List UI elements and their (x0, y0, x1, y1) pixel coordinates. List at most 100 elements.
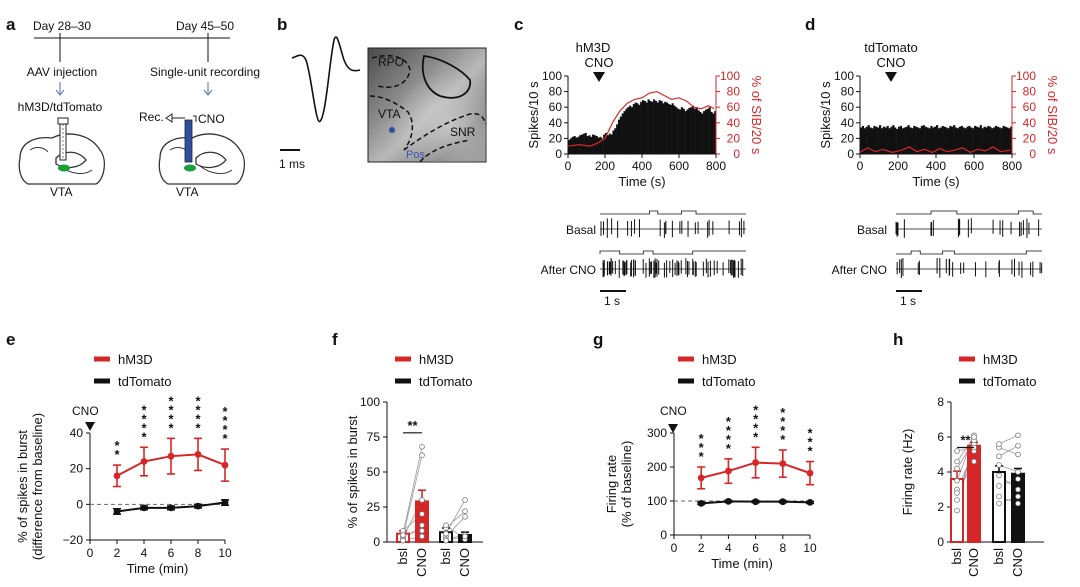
significance-star: * (141, 411, 147, 426)
hist-bar (953, 125, 956, 154)
x-tick-label: 6 (752, 541, 759, 555)
y-tick-label: 80 (841, 85, 855, 99)
significance-star: * (726, 414, 732, 429)
y2-tick-label: 20 (1023, 131, 1037, 145)
x-tick-label: 400 (632, 159, 652, 173)
y-tick-label: 20 (70, 462, 84, 476)
x-tick-label: 800 (706, 159, 726, 173)
y-tick-label: −20 (63, 533, 84, 547)
scatter-point (443, 522, 449, 528)
y2-tick-label: 60 (727, 100, 741, 114)
region-snr: SNR (450, 125, 476, 139)
y-axis-label-2: (% of baseline) (619, 441, 634, 528)
scatter-point (1015, 476, 1021, 482)
x-tick-label: 6 (168, 546, 175, 560)
hist-bar (880, 128, 884, 154)
y-tick-label: 20 (841, 131, 855, 145)
data-point (779, 498, 787, 506)
hist-bar (955, 127, 958, 154)
hist-bar (608, 133, 611, 154)
arrow-down-icon (203, 82, 213, 96)
scatter-point (419, 522, 425, 528)
scatter-point (954, 507, 960, 514)
y-tick-label: 0 (937, 535, 944, 549)
x-axis-label: Time (s) (618, 174, 665, 189)
x-tick-label: 600 (964, 159, 984, 173)
x-tick-label: 4 (141, 546, 148, 560)
significance-star: * (141, 402, 147, 417)
y-tick-label: 20 (549, 131, 563, 145)
scatter-point (1015, 500, 1021, 507)
data-point (221, 499, 229, 506)
x-tick-label: 2 (114, 546, 121, 560)
scatter-point (400, 532, 406, 538)
y-tick-label: 0 (76, 497, 83, 511)
x-tick-label: 8 (779, 541, 786, 555)
scatter-point (462, 513, 468, 520)
data-point (113, 472, 121, 480)
hist-bar (930, 125, 933, 154)
hist-bar (958, 126, 961, 154)
hist-bar (962, 127, 965, 154)
significance-star: * (168, 393, 174, 408)
hist-bar (688, 107, 691, 154)
hist-bar (629, 105, 632, 154)
hist-bar (882, 126, 885, 154)
y-tick-label: 100 (834, 69, 854, 83)
hist-bar (926, 127, 929, 154)
hist-bar (610, 134, 613, 154)
hist-bar (660, 100, 663, 154)
bar (992, 471, 1006, 543)
spike-traces-c (599, 210, 746, 278)
significance-star: * (195, 420, 201, 435)
x-tick-label: 200 (595, 159, 615, 173)
hist-bar (640, 101, 643, 154)
hist-bar (939, 127, 942, 154)
significance-star: * (195, 393, 201, 408)
significance-star: * (141, 420, 147, 435)
significance-star: * (753, 429, 759, 444)
hist-bar (654, 100, 658, 154)
hist-bar (679, 109, 682, 154)
data-point (806, 498, 814, 506)
cno-marker-icon (885, 72, 897, 82)
scatter-point (996, 462, 1002, 468)
hist-bar (879, 125, 882, 154)
hist-bar (1004, 126, 1007, 154)
hist-bar (645, 102, 648, 154)
cno-marker-icon (85, 422, 95, 431)
hist-bar (924, 126, 927, 154)
hist-bar (966, 126, 969, 154)
significance-label: ** (407, 418, 418, 433)
hist-bar (970, 127, 973, 154)
hist-bar (1000, 128, 1003, 154)
scatter-point (971, 434, 977, 440)
hist-bar (671, 103, 674, 154)
hist-bar (630, 107, 634, 154)
y-tick-label: 40 (549, 116, 563, 130)
hist-bar (968, 125, 971, 154)
significance-star: * (753, 420, 759, 435)
legend-label: tdTomato (419, 374, 472, 389)
hist-bar (586, 136, 589, 154)
hist-bar (658, 100, 661, 154)
hist-bar (915, 126, 918, 154)
hist-bar (994, 125, 998, 154)
significance-star: * (141, 429, 147, 444)
y2-axis-label: % of SIB/20 s (1045, 76, 1060, 155)
scatter-point (443, 530, 449, 537)
hist-bar (582, 133, 585, 154)
y-tick-label: 8 (937, 395, 944, 409)
cno-label-d: CNO (877, 55, 906, 70)
y2-tick-label: 20 (727, 131, 741, 145)
cno-marker-icon (668, 424, 678, 433)
hist-bar (666, 102, 669, 154)
y-tick-label: 4 (937, 465, 944, 479)
significance-star: * (780, 432, 786, 447)
hist-bar (691, 105, 695, 154)
scatter-point (1015, 442, 1021, 449)
hist-bar (909, 127, 912, 154)
legend-label: hM3D (419, 352, 454, 367)
scatter-point (996, 441, 1002, 447)
